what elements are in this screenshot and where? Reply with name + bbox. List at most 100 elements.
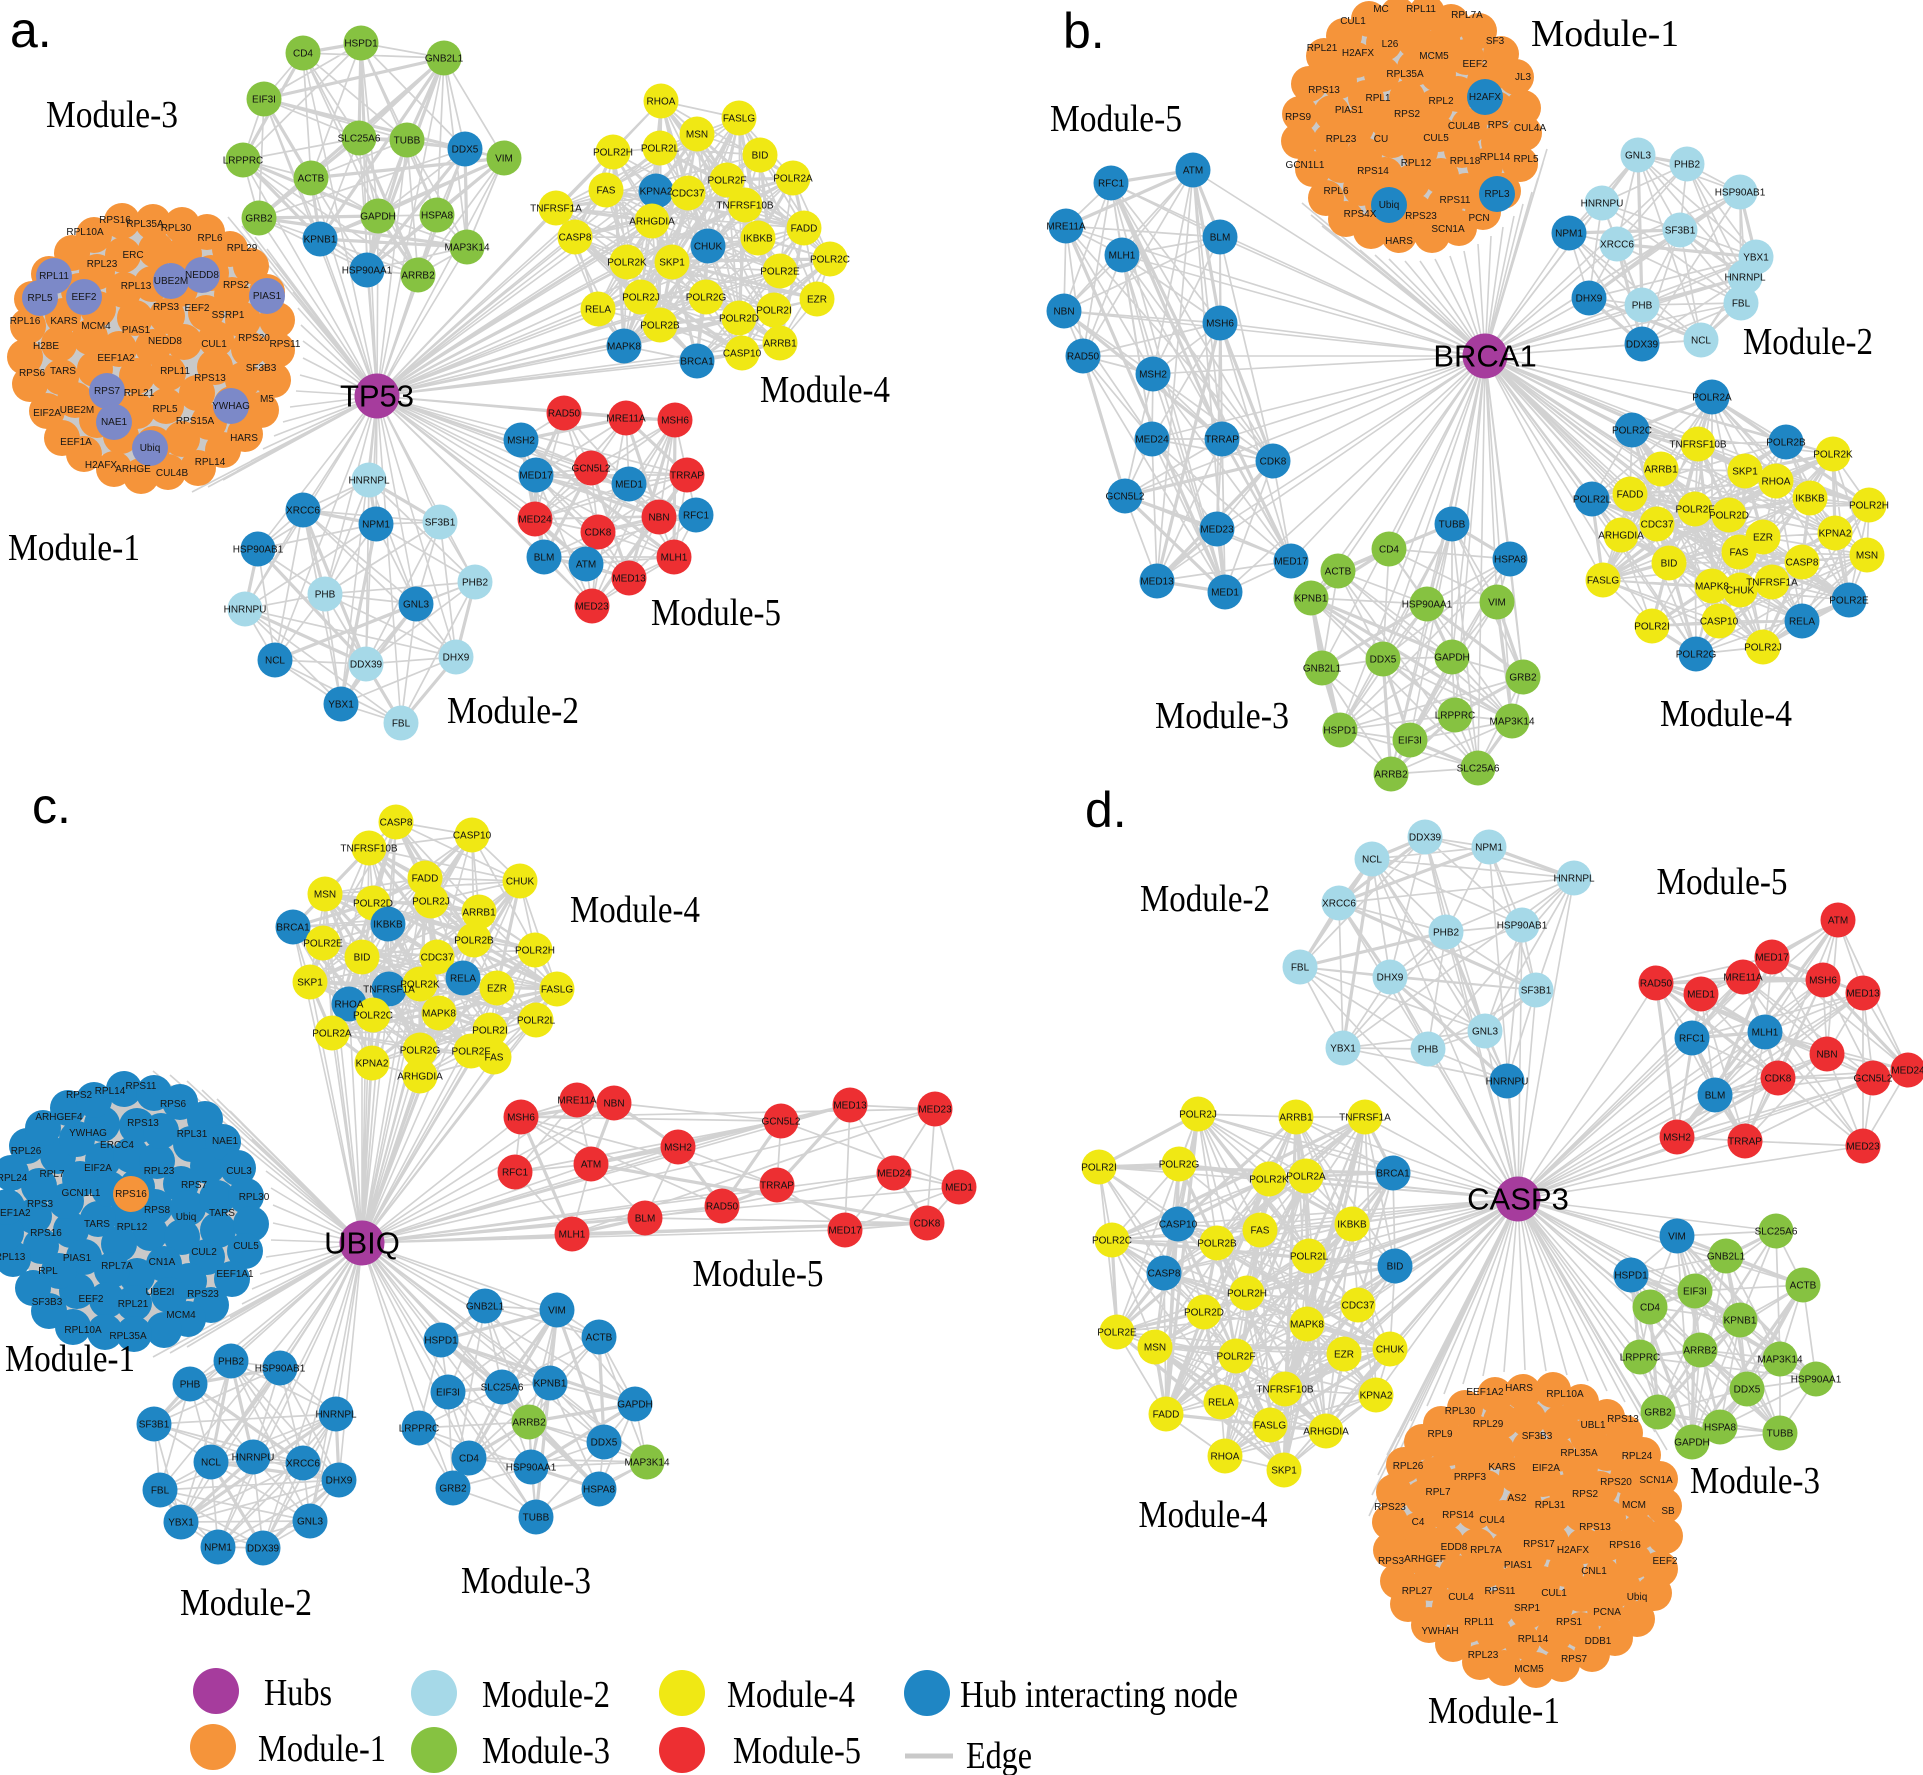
svg-text:POLR2E: POLR2E xyxy=(1097,1328,1137,1339)
svg-text:TUBB: TUBB xyxy=(523,1513,550,1524)
svg-text:Hub interacting node: Hub interacting node xyxy=(960,1674,1238,1716)
svg-text:Module-3: Module-3 xyxy=(482,1730,610,1772)
svg-text:L26: L26 xyxy=(1382,39,1399,50)
svg-text:GCN5L2: GCN5L2 xyxy=(1106,492,1145,503)
svg-text:RPL2: RPL2 xyxy=(1428,96,1453,107)
svg-text:RPS11: RPS11 xyxy=(126,1081,157,1092)
svg-text:ACTB: ACTB xyxy=(586,1333,613,1344)
svg-text:CHUK: CHUK xyxy=(1726,586,1755,597)
svg-text:SF3B1: SF3B1 xyxy=(1665,226,1696,237)
svg-text:CD4: CD4 xyxy=(1379,545,1399,556)
svg-text:POLR2H: POLR2H xyxy=(515,946,555,957)
svg-text:Module-2: Module-2 xyxy=(1140,878,1270,920)
svg-text:HSPD1: HSPD1 xyxy=(424,1336,458,1347)
svg-text:RPL10A: RPL10A xyxy=(64,1325,102,1336)
svg-text:MAP3K14: MAP3K14 xyxy=(1757,1355,1802,1366)
svg-text:NEDD8: NEDD8 xyxy=(185,270,219,281)
svg-text:MED24: MED24 xyxy=(1891,1066,1923,1077)
svg-text:MED23: MED23 xyxy=(1846,1142,1880,1153)
svg-text:SSRP1: SSRP1 xyxy=(212,310,245,321)
svg-text:RPS15A: RPS15A xyxy=(176,416,215,427)
svg-text:RPS11: RPS11 xyxy=(1485,1586,1516,1597)
svg-text:HSP90AB1: HSP90AB1 xyxy=(1497,921,1548,932)
svg-text:CASP10: CASP10 xyxy=(1159,1220,1198,1231)
svg-text:POLR2J: POLR2J xyxy=(622,293,660,304)
svg-text:MSN: MSN xyxy=(686,130,708,141)
svg-text:SF3B3: SF3B3 xyxy=(246,363,277,374)
svg-text:Ubiq: Ubiq xyxy=(1627,1592,1648,1603)
svg-text:RPS7: RPS7 xyxy=(94,386,121,397)
svg-text:ARHGDIA: ARHGDIA xyxy=(397,1072,443,1083)
svg-text:RPS1: RPS1 xyxy=(1556,1617,1583,1628)
svg-text:RHOA: RHOA xyxy=(1211,1452,1240,1463)
svg-text:MLH1: MLH1 xyxy=(559,1230,586,1241)
svg-text:SCN1A: SCN1A xyxy=(1431,224,1465,235)
svg-text:MSH6: MSH6 xyxy=(1809,976,1837,987)
svg-text:MED13: MED13 xyxy=(833,1101,867,1112)
svg-text:MRE11A: MRE11A xyxy=(606,414,646,425)
svg-text:DHX9: DHX9 xyxy=(443,653,470,664)
svg-text:TRRAP: TRRAP xyxy=(1205,435,1239,446)
svg-text:Module-1: Module-1 xyxy=(1531,13,1679,55)
svg-text:MRE11A: MRE11A xyxy=(557,1096,597,1107)
svg-text:ARHGDIA: ARHGDIA xyxy=(1598,531,1644,542)
svg-text:PIAS1: PIAS1 xyxy=(1335,105,1364,116)
svg-text:POLR2H: POLR2H xyxy=(1227,1289,1267,1300)
svg-text:Module-4: Module-4 xyxy=(760,369,890,411)
svg-text:MAPK8: MAPK8 xyxy=(1695,582,1729,593)
svg-text:Module-1: Module-1 xyxy=(8,527,140,569)
svg-text:RPL7: RPL7 xyxy=(1425,1487,1450,1498)
svg-text:POLR2I: POLR2I xyxy=(472,1026,508,1037)
svg-text:UBL1: UBL1 xyxy=(1580,1420,1605,1431)
svg-text:POLR2B: POLR2B xyxy=(1197,1239,1237,1250)
svg-text:CASP3: CASP3 xyxy=(1467,1182,1569,1217)
svg-text:RPL5: RPL5 xyxy=(1513,154,1538,165)
svg-text:RPL6: RPL6 xyxy=(1323,186,1348,197)
svg-text:DHX9: DHX9 xyxy=(326,1476,353,1487)
svg-text:CHUK: CHUK xyxy=(506,877,535,888)
svg-text:FAS: FAS xyxy=(1730,548,1749,559)
svg-text:TNFRSF10B: TNFRSF10B xyxy=(716,201,774,212)
svg-text:BRCA1: BRCA1 xyxy=(680,357,714,368)
svg-text:BRCA1: BRCA1 xyxy=(1376,1169,1410,1180)
svg-text:CUL1: CUL1 xyxy=(1541,1588,1567,1599)
svg-text:Module-3: Module-3 xyxy=(461,1560,591,1602)
svg-text:VIM: VIM xyxy=(1668,1232,1686,1243)
svg-text:RPS3: RPS3 xyxy=(153,302,180,313)
svg-text:LRPPRC: LRPPRC xyxy=(1620,1353,1661,1364)
svg-text:SKP1: SKP1 xyxy=(1732,467,1758,478)
svg-text:BID: BID xyxy=(1387,1262,1404,1273)
svg-text:PHB: PHB xyxy=(1418,1045,1439,1056)
svg-text:CDC37: CDC37 xyxy=(1342,1301,1375,1312)
svg-text:TNFRSF1A: TNFRSF1A xyxy=(530,204,582,215)
svg-text:POLR2D: POLR2D xyxy=(353,899,393,910)
svg-text:EZR: EZR xyxy=(807,295,827,306)
svg-text:POLR2K: POLR2K xyxy=(400,980,440,991)
svg-text:DHX9: DHX9 xyxy=(1377,973,1404,984)
svg-text:BRCA1: BRCA1 xyxy=(276,923,310,934)
svg-text:TNFRSF1A: TNFRSF1A xyxy=(1746,578,1798,589)
svg-text:MRE11A: MRE11A xyxy=(1046,222,1086,233)
svg-text:FADD: FADD xyxy=(1617,490,1644,501)
svg-text:Hubs: Hubs xyxy=(264,1672,332,1714)
svg-text:RPL30: RPL30 xyxy=(161,223,192,234)
svg-text:CUL4B: CUL4B xyxy=(156,468,189,479)
svg-text:HSP90AA1: HSP90AA1 xyxy=(342,266,393,277)
svg-text:NEDD8: NEDD8 xyxy=(148,336,182,347)
svg-text:MED17: MED17 xyxy=(1274,557,1308,568)
svg-text:POLR2C: POLR2C xyxy=(810,255,850,266)
svg-text:CDK8: CDK8 xyxy=(585,528,612,539)
svg-text:CUL5: CUL5 xyxy=(233,1241,259,1252)
svg-text:CNL1: CNL1 xyxy=(1581,1566,1607,1577)
svg-text:RPL10A: RPL10A xyxy=(1546,1389,1584,1400)
svg-text:ATM: ATM xyxy=(1183,166,1203,177)
svg-text:RELA: RELA xyxy=(450,974,476,985)
svg-text:RPL26: RPL26 xyxy=(1393,1461,1424,1472)
svg-text:FADD: FADD xyxy=(1153,1410,1180,1421)
svg-text:VIM: VIM xyxy=(1488,598,1506,609)
svg-text:GAPDH: GAPDH xyxy=(1674,1438,1710,1449)
svg-text:Module-2: Module-2 xyxy=(482,1674,610,1716)
svg-text:POLR2D: POLR2D xyxy=(719,314,759,325)
svg-text:GRB2: GRB2 xyxy=(439,1484,467,1495)
svg-text:b.: b. xyxy=(1063,3,1105,59)
